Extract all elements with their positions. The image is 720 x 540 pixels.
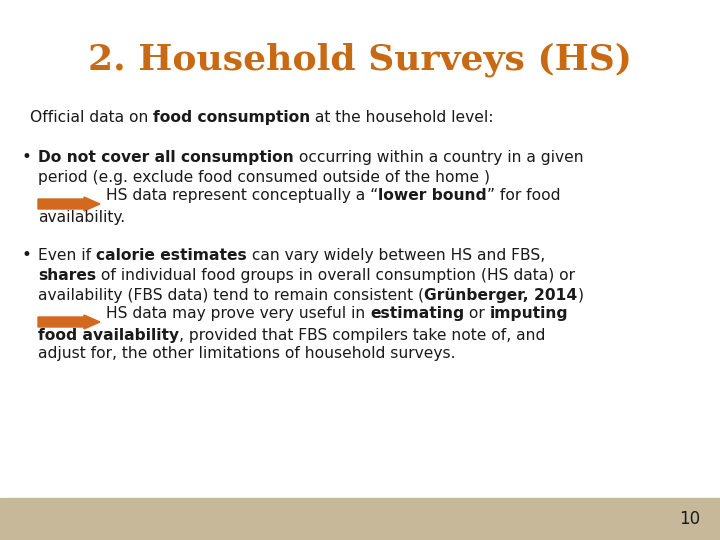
Text: adjust for, the other limitations of household surveys.: adjust for, the other limitations of hou… — [38, 346, 456, 361]
Text: Grünberger, 2014: Grünberger, 2014 — [424, 288, 577, 303]
Text: period (e.g. exclude food consumed outside of the home ): period (e.g. exclude food consumed outsi… — [38, 170, 490, 185]
Text: can vary widely between HS and FBS,: can vary widely between HS and FBS, — [247, 248, 545, 263]
Text: food availability: food availability — [38, 328, 179, 343]
Text: or: or — [464, 306, 490, 321]
Text: shares: shares — [38, 268, 96, 283]
FancyArrow shape — [38, 315, 100, 329]
Text: estimating: estimating — [370, 306, 464, 321]
FancyArrow shape — [38, 197, 100, 211]
Bar — [0, 498, 720, 540]
Text: Official data on: Official data on — [30, 110, 153, 125]
Text: , provided that FBS compilers take note of, and: , provided that FBS compilers take note … — [179, 328, 546, 343]
Text: Do not cover all consumption: Do not cover all consumption — [38, 150, 294, 165]
Text: •: • — [22, 148, 32, 166]
Text: availability (FBS data) tend to remain consistent (: availability (FBS data) tend to remain c… — [38, 288, 424, 303]
Text: Even if: Even if — [38, 248, 96, 263]
Text: 2. Household Surveys (HS): 2. Household Surveys (HS) — [88, 43, 632, 77]
Text: HS data may prove very useful in: HS data may prove very useful in — [106, 306, 370, 321]
Text: availability.: availability. — [38, 210, 125, 225]
Text: lower bound: lower bound — [378, 188, 487, 203]
Text: HS data represent conceptually a “: HS data represent conceptually a “ — [106, 188, 378, 203]
Text: of individual food groups in overall consumption (HS data) or: of individual food groups in overall con… — [96, 268, 575, 283]
Text: 10: 10 — [679, 510, 700, 528]
Text: ” for food: ” for food — [487, 188, 560, 203]
Text: ): ) — [577, 288, 583, 303]
Text: at the household level:: at the household level: — [310, 110, 494, 125]
Text: occurring within a country in a given: occurring within a country in a given — [294, 150, 583, 165]
Text: calorie estimates: calorie estimates — [96, 248, 247, 263]
Text: imputing: imputing — [490, 306, 568, 321]
Text: food consumption: food consumption — [153, 110, 310, 125]
Text: •: • — [22, 246, 32, 264]
